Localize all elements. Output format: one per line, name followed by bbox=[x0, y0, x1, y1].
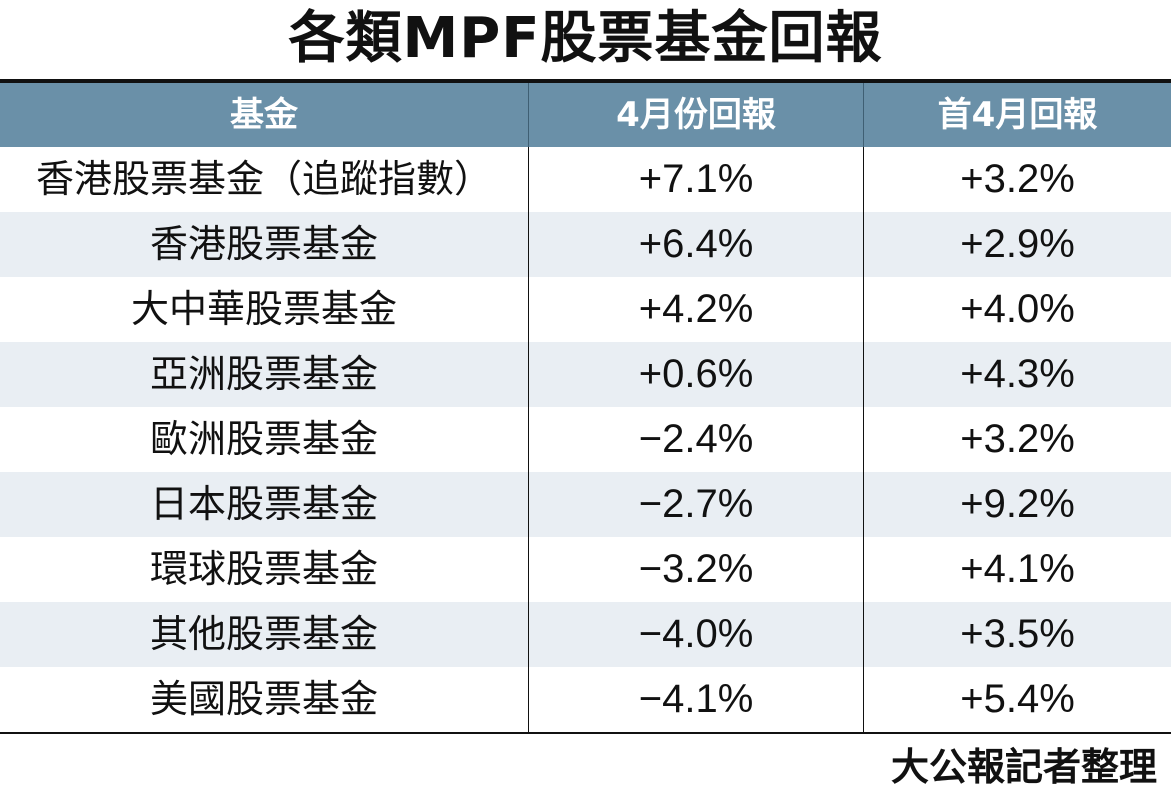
table-row: 大中華股票基金 +4.2% +4.0% bbox=[0, 277, 1171, 342]
page-title: 各類MPF股票基金回報 bbox=[288, 6, 883, 71]
april-return-cell: −4.1% bbox=[528, 667, 863, 732]
table-header-row: 基金 4月份回報 首4月回報 bbox=[0, 83, 1171, 147]
table-row: 美國股票基金 −4.1% +5.4% bbox=[0, 667, 1171, 732]
fund-name-cell: 香港股票基金（追蹤指數） bbox=[35, 157, 492, 201]
ytd-return-cell: +3.2% bbox=[863, 147, 1171, 212]
april-return-cell: +4.2% bbox=[528, 277, 863, 342]
fund-name-cell: 美國股票基金 bbox=[149, 677, 378, 721]
fund-name-cell: 環球股票基金 bbox=[149, 547, 378, 591]
ytd-return-cell: +4.0% bbox=[863, 277, 1171, 342]
header-ytd-return: 首4月回報 bbox=[863, 83, 1171, 147]
april-return-cell: −3.2% bbox=[528, 537, 863, 602]
fund-name-cell: 歐洲股票基金 bbox=[149, 417, 378, 461]
fund-returns-table: 基金 4月份回報 首4月回報 香港股票基金（追蹤指數） +7.1% +3.2% … bbox=[0, 83, 1171, 732]
april-return-cell: −2.4% bbox=[528, 407, 863, 472]
ytd-return-cell: +9.2% bbox=[863, 472, 1171, 537]
ytd-return-cell: +3.5% bbox=[863, 602, 1171, 667]
header-fund: 基金 bbox=[230, 95, 298, 135]
header-april-return: 4月份回報 bbox=[528, 83, 863, 147]
source-credit: 大公報記者整理 bbox=[890, 745, 1157, 789]
table-row: 環球股票基金 −3.2% +4.1% bbox=[0, 537, 1171, 602]
april-return-cell: +7.1% bbox=[528, 147, 863, 212]
title-divider bbox=[0, 79, 1171, 83]
fund-name-cell: 其他股票基金 bbox=[149, 612, 378, 656]
ytd-return-cell: +2.9% bbox=[863, 212, 1171, 277]
ytd-return-cell: +4.1% bbox=[863, 537, 1171, 602]
table-row: 日本股票基金 −2.7% +9.2% bbox=[0, 472, 1171, 537]
april-return-cell: +6.4% bbox=[528, 212, 863, 277]
table-row: 其他股票基金 −4.0% +3.5% bbox=[0, 602, 1171, 667]
april-return-cell: −2.7% bbox=[528, 472, 863, 537]
table-row: 亞洲股票基金 +0.6% +4.3% bbox=[0, 342, 1171, 407]
april-return-cell: −4.0% bbox=[528, 602, 863, 667]
ytd-return-cell: +3.2% bbox=[863, 407, 1171, 472]
ytd-return-cell: +5.4% bbox=[863, 667, 1171, 732]
table-bottom-divider bbox=[0, 732, 1171, 734]
april-return-cell: +0.6% bbox=[528, 342, 863, 407]
fund-name-cell: 大中華股票基金 bbox=[130, 287, 397, 331]
table-row: 歐洲股票基金 −2.4% +3.2% bbox=[0, 407, 1171, 472]
fund-name-cell: 亞洲股票基金 bbox=[149, 352, 378, 396]
table-row: 香港股票基金 +6.4% +2.9% bbox=[0, 212, 1171, 277]
ytd-return-cell: +4.3% bbox=[863, 342, 1171, 407]
table-row: 香港股票基金（追蹤指數） +7.1% +3.2% bbox=[0, 147, 1171, 212]
fund-name-cell: 日本股票基金 bbox=[149, 482, 378, 526]
fund-name-cell: 香港股票基金 bbox=[149, 222, 378, 266]
